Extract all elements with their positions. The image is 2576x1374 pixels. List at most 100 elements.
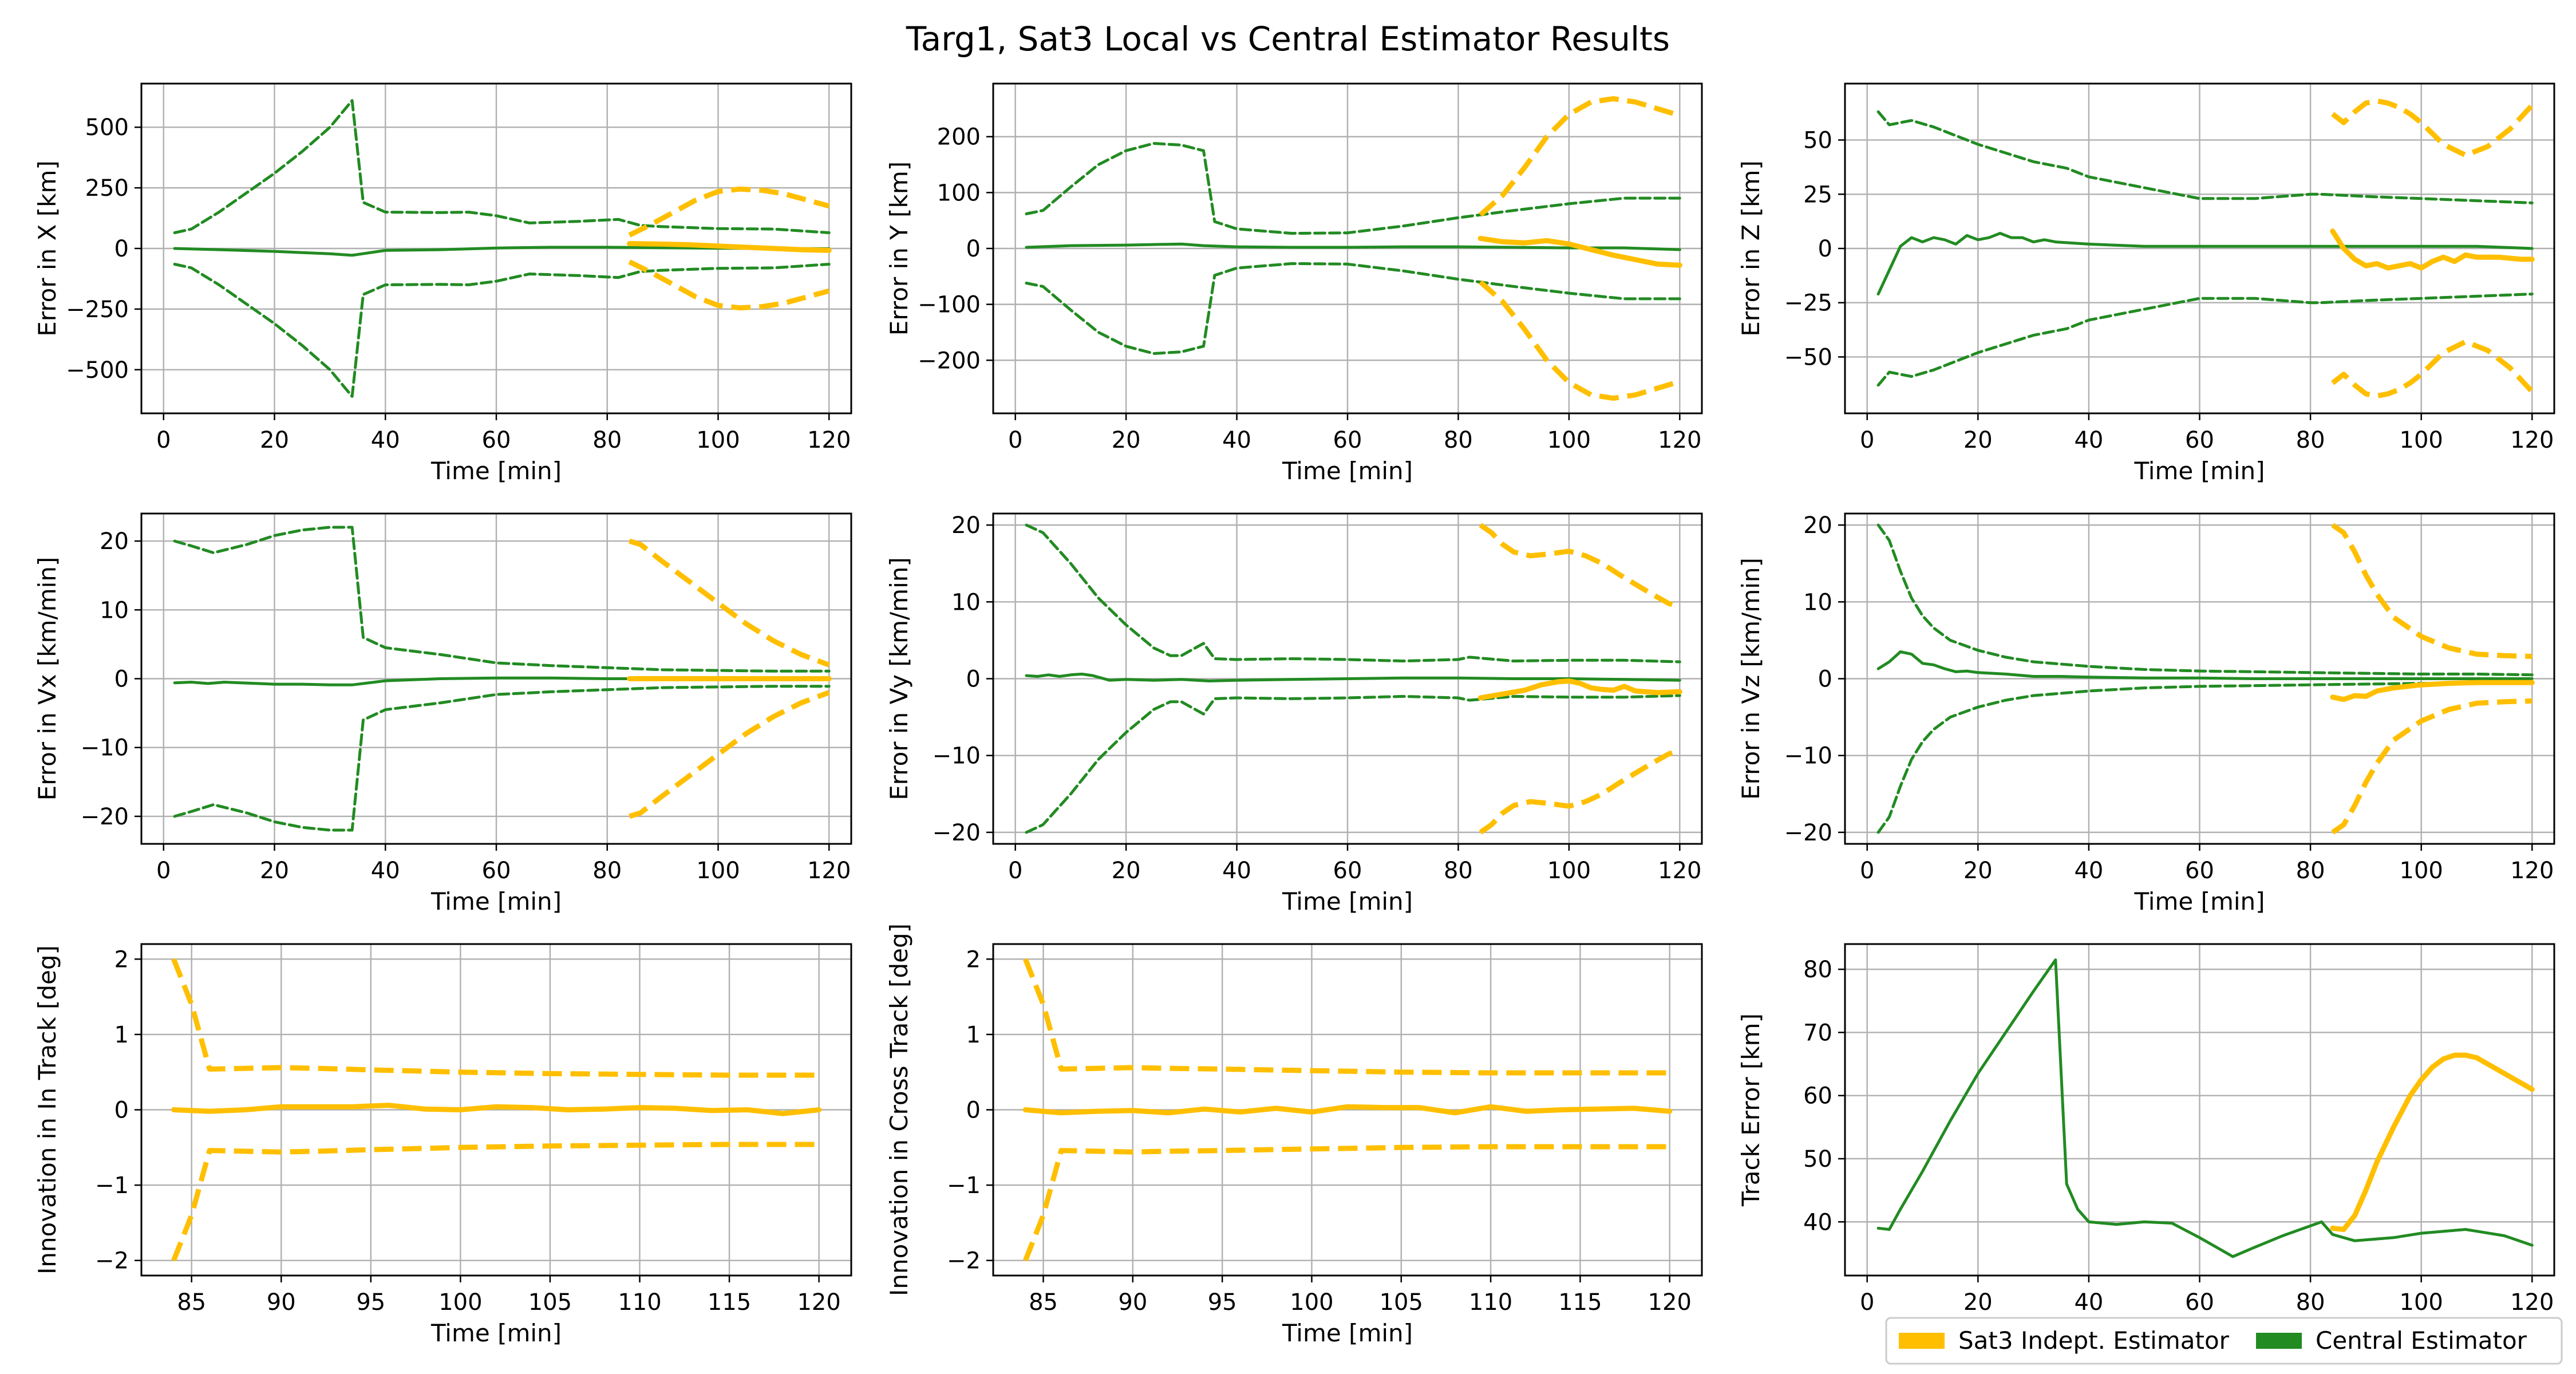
central-bound-line: [173, 99, 831, 234]
x-tick-label: 120: [2510, 1289, 2554, 1316]
y-tick-label: 80: [1803, 957, 1832, 983]
x-axis-label: Time [min]: [430, 457, 562, 485]
central-error-line: [1876, 232, 2534, 296]
x-axis-label: Time [min]: [430, 1319, 562, 1347]
x-tick-label: 100: [2400, 1289, 2443, 1316]
x-tick-label: 0: [1860, 1289, 1874, 1316]
x-tick-label: 80: [2296, 858, 2325, 884]
x-tick-label: 40: [371, 427, 400, 453]
central-bound-line: [1025, 523, 1681, 664]
y-tick-label: −2: [947, 1248, 981, 1274]
y-tick-label: 20: [100, 528, 129, 555]
y-axis-label: Error in Y [km]: [885, 161, 913, 335]
x-tick-label: 90: [1118, 1289, 1147, 1316]
x-tick-label: 40: [371, 858, 400, 884]
y-tick-label: 0: [966, 666, 981, 693]
x-tick-label: 0: [1860, 427, 1874, 453]
subplot-3: 0 20 40 60 80 100 120 −50 −25 0 25 50 Time [min] Erro…: [1737, 82, 2555, 485]
subplot-1: 0 20 40 60 80 100 120 −500 −250 0 250 500 Time [min]…: [33, 82, 852, 485]
x-tick-label: 100: [2400, 427, 2443, 453]
legend-frame: [1885, 1317, 2563, 1365]
central-bound-line: [1025, 694, 1681, 834]
x-tick-label: 120: [2510, 858, 2554, 884]
y-tick-label: −100: [918, 292, 981, 318]
y-tick-label: 20: [951, 512, 981, 539]
subplot-4: 0 20 40 60 80 100 120 −20 −10 0 10 20 Time [min] Erro…: [33, 512, 852, 915]
local-bound-line: [2331, 98, 2534, 158]
central-bound-line: [1876, 293, 2534, 387]
x-tick-label: 110: [1469, 1289, 1512, 1316]
y-axis-label: Error in Vx [km/min]: [33, 557, 61, 801]
local-error-line: [1477, 678, 1682, 701]
local-bound-line: [2331, 523, 2532, 660]
x-tick-label: 120: [807, 858, 851, 884]
x-tick-label: 120: [1658, 858, 1701, 884]
x-axis-label: Time [min]: [430, 887, 562, 915]
series-group: [171, 958, 822, 1262]
x-tick-label: 80: [1444, 427, 1473, 453]
y-tick-label: −200: [918, 348, 981, 374]
y-tick-label: 10: [100, 597, 129, 623]
central-error-line: [1025, 672, 1681, 682]
central-error-line: [1876, 650, 2534, 680]
x-tick-label: 95: [356, 1289, 385, 1316]
x-tick-label: 20: [260, 858, 289, 884]
y-tick-label: 1: [114, 1022, 129, 1048]
y-tick-label: 0: [114, 666, 129, 693]
y-tick-label: 70: [1803, 1020, 1832, 1046]
y-tick-label: −20: [1784, 820, 1832, 846]
y-axis-label: Error in Vy [km/min]: [885, 557, 913, 800]
y-tick-label: 10: [951, 589, 981, 615]
x-axis-label: Time [min]: [1282, 1319, 1413, 1347]
legend-swatch: [1899, 1333, 1945, 1349]
x-tick-label: 120: [797, 1289, 840, 1316]
x-tick-label: 20: [1112, 427, 1141, 453]
y-tick-label: 2: [966, 946, 981, 973]
x-axis-label: Time [min]: [2134, 457, 2265, 485]
central-error-line: [1025, 242, 1681, 251]
x-tick-label: 115: [708, 1289, 751, 1316]
x-axis-label: Time [min]: [2134, 887, 2265, 915]
subplot-6: 0 20 40 60 80 100 120 −20 −10 0 10 20 Time [min] Erro…: [1737, 512, 2555, 915]
x-tick-label: 60: [482, 858, 511, 884]
x-tick-label: 40: [2074, 1289, 2103, 1316]
x-tick-label: 60: [2185, 858, 2214, 884]
x-tick-label: 120: [2510, 427, 2554, 453]
x-tick-label: 85: [1029, 1289, 1058, 1316]
x-tick-label: 100: [2400, 858, 2443, 884]
central-bound-line: [173, 263, 831, 398]
local-error-line: [1022, 1104, 1673, 1116]
subplot-9: 0 20 40 60 80 100 120 40 50 60 70 80 Track Error [km…: [1737, 943, 2555, 1316]
local-bound-line: [1479, 96, 1681, 217]
central-bound-line: [1025, 142, 1681, 235]
series-group: [173, 99, 832, 398]
legend-label: Sat3 Indept. Estimator: [1958, 1326, 2230, 1355]
x-tick-label: 120: [807, 427, 851, 453]
x-tick-label: 80: [592, 858, 622, 884]
legend: Sat3 Indept. Estimator Central Estimator: [1885, 1317, 2563, 1365]
x-tick-label: 100: [696, 858, 740, 884]
x-tick-label: 40: [1222, 858, 1251, 884]
y-tick-label: 0: [1818, 666, 1832, 693]
y-tick-label: 20: [1803, 512, 1832, 539]
y-axis-label: Innovation in Cross Track [deg]: [885, 923, 913, 1296]
y-tick-label: −1: [95, 1172, 129, 1199]
local-error-line: [2330, 1052, 2535, 1232]
x-tick-label: 60: [2185, 1289, 2214, 1316]
y-tick-label: 0: [114, 1097, 129, 1124]
y-tick-label: 25: [1803, 181, 1832, 208]
x-tick-label: 20: [1112, 858, 1141, 884]
x-tick-label: 20: [1963, 858, 1993, 884]
local-error-line: [2330, 228, 2535, 271]
x-tick-label: 110: [618, 1289, 661, 1316]
x-tick-label: 120: [1648, 1289, 1692, 1316]
y-tick-label: −1: [947, 1172, 981, 1199]
x-axis-label: Time [min]: [1282, 887, 1413, 915]
x-tick-label: 0: [1008, 427, 1022, 453]
local-bound-line: [628, 259, 830, 311]
y-tick-label: 10: [1803, 589, 1832, 615]
x-tick-label: 60: [482, 427, 511, 453]
y-tick-label: 50: [1803, 128, 1832, 154]
subplot-8: 85 90 95 100 105 110 115 120 −2 −1 0 1 2 Time [min] In…: [885, 923, 1703, 1347]
